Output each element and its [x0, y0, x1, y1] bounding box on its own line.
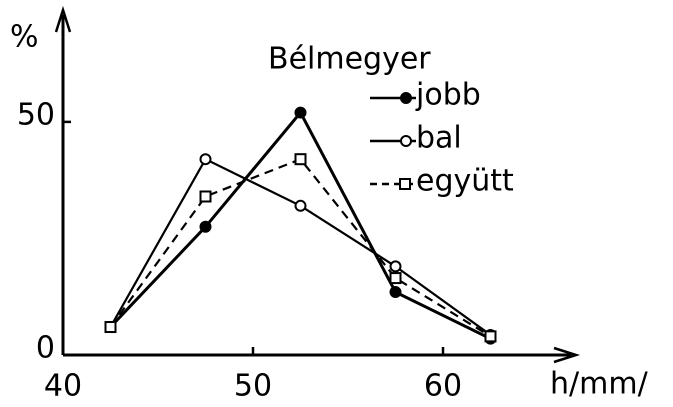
marker	[294, 199, 307, 212]
legend-title: Bélmegyer	[268, 42, 431, 77]
marker	[389, 272, 402, 285]
x-axis-label: h/mm/	[550, 367, 649, 402]
x-axis-arrow	[553, 346, 581, 364]
marker	[199, 220, 212, 233]
x-tick-label: 50	[234, 369, 272, 404]
x-tick-label: 60	[424, 369, 462, 404]
y-tick-label: 0	[36, 331, 55, 366]
marker	[199, 153, 212, 166]
marker	[199, 190, 212, 203]
y-axis-label: %	[10, 20, 39, 55]
legend-label: együtt	[416, 164, 514, 199]
legend-marker	[400, 92, 412, 104]
marker	[104, 321, 117, 334]
legend-label: jobb	[415, 78, 481, 113]
legend-marker	[399, 178, 411, 190]
marker	[294, 106, 307, 119]
marker	[294, 153, 307, 166]
marker	[389, 286, 402, 299]
marker	[484, 330, 497, 343]
x-tick-label: 40	[44, 369, 82, 404]
legend-label: bal	[416, 121, 462, 156]
y-tick-label: 50	[17, 97, 55, 132]
legend-marker	[400, 135, 412, 147]
y-axis-arrow	[54, 5, 72, 33]
marker	[389, 260, 402, 273]
